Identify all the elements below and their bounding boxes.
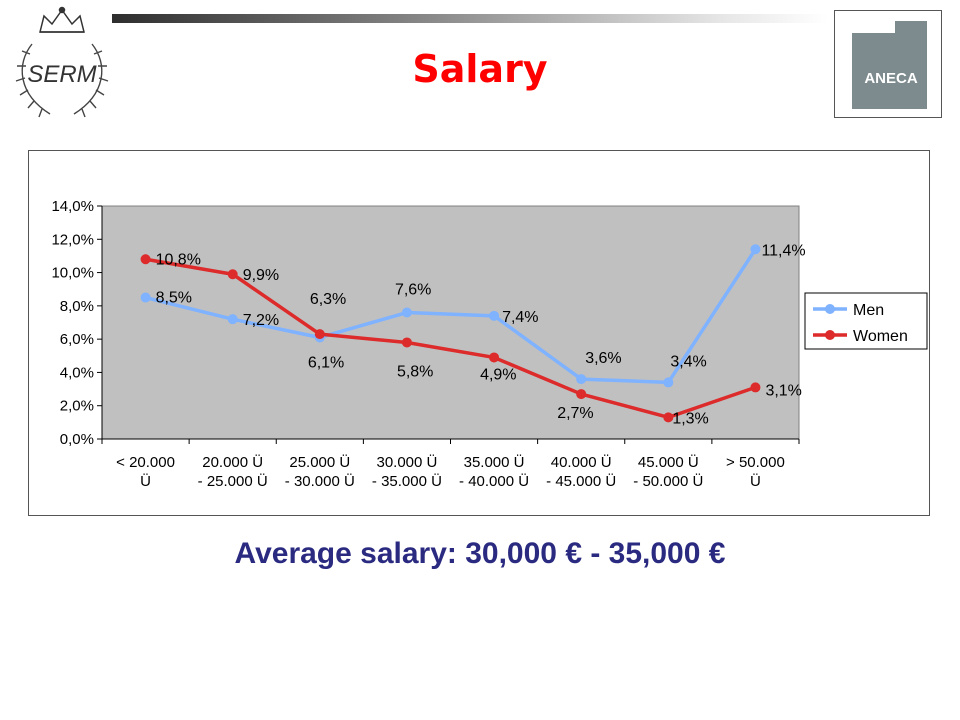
x-tick-label: Ü: [750, 472, 761, 490]
data-label: 8,5%: [156, 290, 192, 307]
data-point: [750, 244, 761, 255]
x-tick-label: 20.000 Ü: [202, 453, 263, 471]
rsme-logo: SERM: [10, 4, 114, 122]
aneca-logo-text: ANECA: [864, 70, 918, 87]
average-salary-text: Average salary: 30,000 € - 35,000 €: [234, 537, 726, 570]
y-tick-label: 12,0%: [51, 231, 94, 248]
data-label: 7,6%: [395, 282, 431, 299]
data-point: [140, 292, 151, 303]
data-label: 6,1%: [308, 354, 344, 371]
y-tick-label: 8,0%: [60, 298, 94, 315]
x-tick-label: 30.000 Ü: [376, 453, 437, 471]
data-point: [663, 377, 674, 388]
x-tick-label: - 45.000 Ü: [546, 472, 616, 490]
data-label: 3,1%: [765, 382, 801, 399]
x-tick-label: > 50.000: [726, 454, 785, 471]
data-point: [401, 337, 412, 348]
x-tick-label: 45.000 Ü: [638, 453, 699, 471]
data-point: [401, 307, 412, 318]
x-tick-label: 40.000 Ü: [551, 453, 612, 471]
x-tick-label: - 40.000 Ü: [459, 472, 529, 490]
legend-box: [804, 292, 928, 350]
legend-label: Women: [853, 328, 908, 345]
data-point: [489, 310, 500, 321]
page-title: Salary: [412, 47, 548, 91]
data-label: 9,9%: [243, 267, 279, 284]
aneca-logo: ANECA: [834, 10, 942, 118]
data-point: [314, 329, 325, 340]
data-point: [140, 254, 151, 265]
data-point: [489, 352, 500, 363]
data-point: [576, 389, 587, 400]
data-label: 11,4%: [761, 242, 805, 259]
data-label: 3,6%: [585, 350, 621, 367]
y-tick-label: 0,0%: [60, 431, 94, 448]
series-line-men: [145, 248, 757, 385]
data-label: 7,2%: [243, 312, 279, 329]
x-tick-label: - 35.000 Ü: [372, 472, 442, 490]
y-tick-label: 4,0%: [60, 364, 94, 381]
data-point: [227, 314, 238, 325]
y-tick-label: 2,0%: [60, 398, 94, 415]
header-bar: [112, 14, 828, 23]
crown-icon: [39, 6, 85, 33]
legend-label: Men: [853, 302, 884, 319]
data-point: [663, 412, 674, 423]
data-label: 5,8%: [397, 363, 433, 380]
salary-line-chart: 0,0% 2,0% 4,0% 6,0% 8,0% 10,0% 12,0% 14,0% < 20.…: [51, 198, 928, 490]
data-label: 10,8%: [156, 251, 201, 268]
x-tick-label: - 30.000 Ü: [285, 472, 355, 490]
series-line-women: [145, 257, 757, 420]
rsme-logo-letters: SERM: [27, 61, 96, 88]
data-point: [227, 269, 238, 280]
legend-marker: [825, 304, 835, 314]
data-label: 6,3%: [310, 291, 346, 308]
x-tick-label: 25.000 Ü: [289, 453, 350, 471]
legend-marker: [825, 330, 835, 340]
data-point: [576, 374, 587, 385]
data-label: 1,3%: [672, 410, 708, 427]
x-tick-label: Ü: [140, 472, 151, 490]
x-tick-label: 35.000 Ü: [464, 453, 525, 471]
salary-chart: 0,0% 2,0% 4,0% 6,0% 8,0% 10,0% 12,0% 14,0% < 20.…: [28, 150, 930, 516]
y-tick-label: 6,0%: [60, 331, 94, 348]
data-label: 3,4%: [670, 353, 706, 370]
plot-area: [101, 205, 800, 440]
x-tick-label: - 25.000 Ü: [198, 472, 268, 490]
data-label: 7,4%: [502, 309, 538, 326]
x-tick-label: - 50.000 Ü: [633, 472, 703, 490]
y-tick-label: 10,0%: [51, 265, 94, 282]
y-tick-label: 14,0%: [51, 198, 94, 215]
data-label: 4,9%: [480, 366, 516, 383]
laurel-wreath-icon: [15, 43, 109, 118]
x-tick-label: < 20.000: [116, 454, 175, 471]
data-label: 2,7%: [557, 405, 593, 422]
data-point: [750, 382, 761, 393]
